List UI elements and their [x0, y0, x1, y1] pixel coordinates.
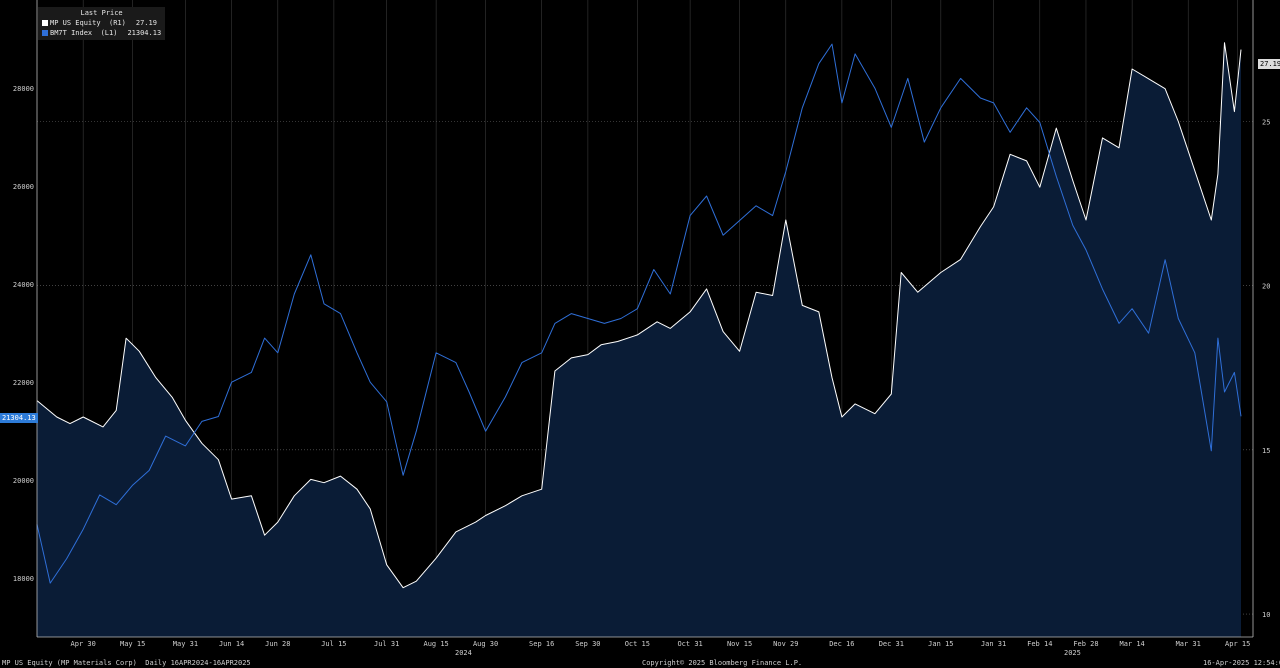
- x-tick-label: Apr 30: [71, 640, 96, 648]
- legend-item-bm7t[interactable]: BM7T Index (L1) 21304.13: [42, 28, 161, 38]
- right-last-price-badge: 27.19: [1258, 59, 1280, 69]
- footer-copyright: Copyright© 2025 Bloomberg Finance L.P.: [642, 659, 803, 667]
- left-tick-label: 18000: [13, 575, 34, 583]
- footer-timestamp: 16-Apr-2025 12:54:00: [1203, 659, 1280, 667]
- x-tick-label: Jan 31: [981, 640, 1006, 648]
- x-tick-label: May 31: [173, 640, 198, 648]
- left-tick-label: 22000: [13, 379, 34, 387]
- axes: Apr 30 May 15 May 31 Jun 14 Jun 28 Jul 15 Jul …: [13, 0, 1270, 648]
- x-tick-label: Sep 16: [529, 640, 554, 648]
- x-tick-label: Aug 15: [423, 640, 448, 648]
- legend-swatch-mp: [42, 20, 48, 26]
- x-tick-label: Nov 29: [773, 640, 798, 648]
- legend-item-mp[interactable]: MP US Equity (R1) 27.19: [42, 18, 161, 28]
- x-tick-label: Oct 15: [625, 640, 650, 648]
- x-tick-label: Jul 31: [374, 640, 399, 648]
- x-tick-label: Jan 15: [928, 640, 953, 648]
- left-tick-label: 28000: [13, 85, 34, 93]
- x-tick-label: Feb 14: [1027, 640, 1052, 648]
- right-tick-label: 25: [1262, 118, 1270, 126]
- x-tick-label: Mar 14: [1119, 640, 1144, 648]
- x-tick-label: May 15: [120, 640, 145, 648]
- mp-us-equity-area: [37, 42, 1241, 637]
- legend-label-bm7t: BM7T Index (L1): [50, 29, 118, 37]
- x-tick-label: Nov 15: [727, 640, 752, 648]
- x-tick-label: Dec 16: [829, 640, 854, 648]
- legend: Last Price MP US Equity (R1) 27.19 BM7T …: [38, 7, 166, 40]
- legend-title: Last Price: [80, 9, 123, 17]
- footer-security: MP US Equity (MP Materials Corp) Daily 1…: [2, 659, 251, 667]
- mp-area-layer: [37, 42, 1241, 637]
- right-tick-label: 20: [1262, 283, 1270, 291]
- mp-us-equity-line: [36, 42, 1242, 589]
- left-tick-label: 20000: [13, 477, 34, 485]
- x-tick-label: Aug 30: [473, 640, 498, 648]
- x-tick-label: Jun 28: [265, 640, 290, 648]
- x-tick-label: Dec 31: [879, 640, 904, 648]
- legend-value-mp: 27.19: [135, 19, 157, 27]
- left-last-price-badge: 21304.13: [0, 413, 38, 423]
- x-tick-label: Sep 30: [575, 640, 600, 648]
- right-tick-label: 15: [1262, 447, 1270, 455]
- x-tick-label: Jun 14: [219, 640, 244, 648]
- bm7t-index-line: [36, 43, 1242, 584]
- legend-value-bm7t: 21304.13: [127, 29, 162, 37]
- left-tick-label: 24000: [13, 281, 34, 289]
- x-tick-label: Apr 15: [1225, 640, 1250, 648]
- line-layer: [36, 42, 1242, 589]
- legend-swatch-bm7t: [42, 30, 48, 36]
- year-label-2024: 2024: [455, 649, 472, 657]
- right-tick-label: 10: [1262, 611, 1270, 619]
- x-tick-label: Jul 15: [321, 640, 346, 648]
- legend-label-mp: MP US Equity (R1): [50, 19, 126, 27]
- x-tick-label: Feb 28: [1073, 640, 1098, 648]
- year-label-2025: 2025: [1064, 649, 1081, 657]
- x-tick-label: Oct 31: [677, 640, 702, 648]
- x-tick-label: Mar 31: [1176, 640, 1201, 648]
- left-tick-label: 26000: [13, 183, 34, 191]
